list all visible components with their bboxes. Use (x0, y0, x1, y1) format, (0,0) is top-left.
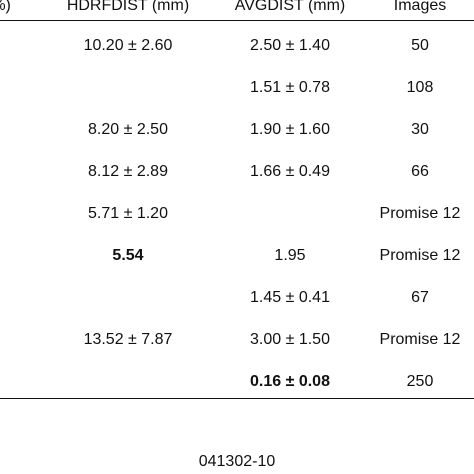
row-4-images: 66 (411, 163, 429, 180)
row-7-images: 67 (411, 289, 429, 306)
row-1-avgdist: 2.50 ± 1.40 (250, 37, 330, 54)
row-4-first: o (0, 162, 26, 182)
row-8-avgdist: 3.00 ± 1.50 (250, 331, 330, 348)
row-6-hdrfdist: 5.54 (112, 247, 144, 264)
row-6-avgdist: 1.95 (274, 247, 306, 264)
header-avgdist: AVGDIST (mm) (234, 0, 346, 14)
row-7-avgdist: 1.45 ± 0.41 (250, 289, 330, 306)
row-4-avgdist: 1.66 ± 0.49 (250, 163, 330, 180)
row-2-avgdist: 1.51 ± 0.78 (250, 79, 330, 96)
row-3-avgdist: 1.90 ± 1.60 (250, 121, 330, 138)
row-6-images: Promise 12 (379, 247, 461, 264)
row-3-images: 30 (411, 121, 429, 138)
row-2-first: r (0, 78, 26, 98)
row-4-hdrfdist: 8.12 ± 2.89 (88, 163, 168, 180)
row-8-first: s (0, 330, 26, 350)
row-8-images: Promise 12 (379, 331, 461, 348)
bottom-rule (0, 398, 474, 399)
row-2-images: 108 (406, 79, 434, 96)
row-8-hdrfdist: 13.52 ± 7.87 (83, 331, 173, 348)
row-5-hdrfdist: 5.71 ± 1.20 (88, 205, 168, 222)
row-1-first: o (0, 36, 26, 56)
header-images: Images (393, 0, 447, 14)
row-1-images: 50 (411, 37, 429, 54)
row-5-first: o (0, 204, 26, 224)
row-9-first: o (0, 372, 26, 392)
header-hdrfdist: HDRFDIST (mm) (66, 0, 190, 14)
row-3-first: o (0, 120, 26, 140)
row-7-first: o (0, 288, 26, 308)
row-9-images: 250 (406, 373, 434, 390)
row-5-images: Promise 12 (379, 205, 461, 222)
row-1-hdrfdist: 10.20 ± 2.60 (83, 37, 173, 54)
row-9-avgdist: 0.16 ± 0.08 (250, 373, 330, 390)
page-footer-number: 041302-10 (198, 453, 276, 470)
header-rule (0, 20, 474, 21)
header-first-partial: (%) (0, 0, 11, 14)
row-3-hdrfdist: 8.20 ± 2.50 (88, 121, 168, 138)
